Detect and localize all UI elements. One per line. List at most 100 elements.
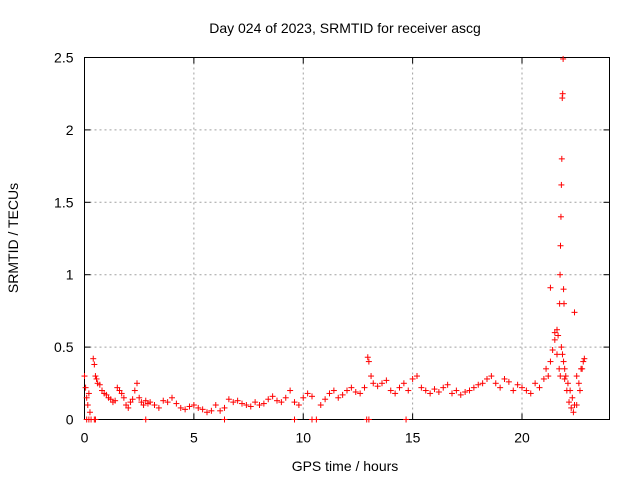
data-point — [559, 351, 566, 358]
data-point — [260, 400, 267, 407]
data-point — [505, 378, 512, 385]
data-point — [547, 358, 554, 365]
data-point — [265, 396, 272, 403]
data-point — [160, 397, 167, 404]
data-point — [575, 380, 582, 387]
data-point — [125, 404, 132, 411]
data-point — [368, 373, 375, 380]
data-point — [470, 384, 477, 391]
x-tick-label: 5 — [190, 430, 198, 446]
y-tick-label: 2.5 — [54, 50, 74, 66]
data-point — [576, 387, 583, 394]
data-point — [573, 373, 580, 380]
data-point — [208, 407, 215, 414]
data-point — [134, 380, 140, 387]
data-point — [431, 386, 438, 393]
data-point — [414, 373, 420, 380]
data-point — [510, 387, 517, 394]
x-tick-label: 20 — [514, 430, 530, 446]
data-point — [573, 402, 580, 409]
y-axis-label: SRMTID / TECUs — [5, 183, 21, 293]
data-point — [96, 381, 103, 388]
x-tick-labels: 0 5 10 15 20 — [81, 430, 530, 446]
data-point — [120, 394, 127, 401]
data-point — [561, 375, 568, 382]
data-point — [361, 384, 368, 391]
x-tick-label: 15 — [405, 430, 421, 446]
data-point — [581, 355, 588, 362]
data-point — [440, 384, 447, 391]
data-point — [274, 397, 280, 404]
data-point — [365, 358, 372, 365]
data-point — [568, 404, 575, 411]
data-point — [519, 384, 525, 391]
data-point — [374, 383, 381, 390]
data-point — [142, 416, 149, 423]
data-point — [348, 384, 355, 391]
data-point — [91, 361, 98, 368]
data-point — [557, 373, 564, 380]
axis-ticks — [84, 57, 610, 420]
data-point — [488, 373, 495, 380]
data-point — [561, 300, 567, 307]
data-point — [164, 399, 171, 406]
data-point — [291, 416, 298, 423]
data-point — [85, 390, 92, 397]
data-point — [379, 380, 385, 387]
x-axis-label: GPS time / hours — [292, 458, 399, 474]
data-point — [557, 213, 564, 220]
data-point — [234, 397, 241, 404]
data-point — [560, 358, 567, 365]
data-point — [140, 402, 147, 409]
data-point — [532, 380, 539, 387]
data-point — [278, 399, 285, 406]
data-point — [291, 399, 298, 406]
data-point — [129, 396, 136, 403]
data-point — [497, 384, 504, 391]
data-point — [322, 396, 329, 403]
y-tick-label: 2 — [66, 122, 74, 138]
data-point — [527, 390, 534, 397]
grid — [84, 57, 610, 420]
data-point — [551, 329, 558, 336]
y-tick-labels: 0 0.5 1 1.5 2 2.5 — [54, 50, 74, 428]
data-point — [112, 397, 119, 404]
data-point — [365, 416, 372, 423]
data-point — [269, 393, 276, 400]
data-point — [243, 402, 250, 409]
data-point — [536, 384, 543, 391]
data-point — [560, 55, 567, 62]
data-point — [247, 403, 254, 410]
data-point — [405, 387, 412, 394]
x-tick-label: 0 — [81, 430, 89, 446]
data-point — [549, 346, 556, 353]
data-point — [403, 416, 410, 423]
data-point — [418, 384, 425, 391]
data-point — [221, 404, 228, 411]
data-point — [136, 394, 143, 401]
data-point — [85, 416, 92, 423]
data-point — [256, 402, 263, 409]
data-point — [81, 373, 88, 380]
data-point — [151, 402, 158, 409]
data-point — [190, 402, 197, 409]
data-point — [396, 384, 403, 391]
data-point — [326, 390, 333, 397]
data-point — [501, 375, 508, 382]
data-point — [457, 391, 464, 398]
data-point — [173, 400, 180, 407]
data-point — [540, 375, 547, 382]
data-point — [466, 387, 473, 394]
data-point — [339, 391, 346, 398]
data-point — [492, 380, 499, 387]
data-point — [383, 377, 390, 384]
data-point — [304, 390, 311, 397]
data-point — [400, 380, 407, 387]
data-point — [557, 271, 564, 278]
data-point — [155, 404, 162, 411]
y-tick-label: 0 — [66, 412, 74, 428]
data-point — [230, 399, 237, 406]
data-point — [92, 416, 99, 423]
data-point — [558, 181, 565, 188]
data-point — [545, 373, 552, 380]
